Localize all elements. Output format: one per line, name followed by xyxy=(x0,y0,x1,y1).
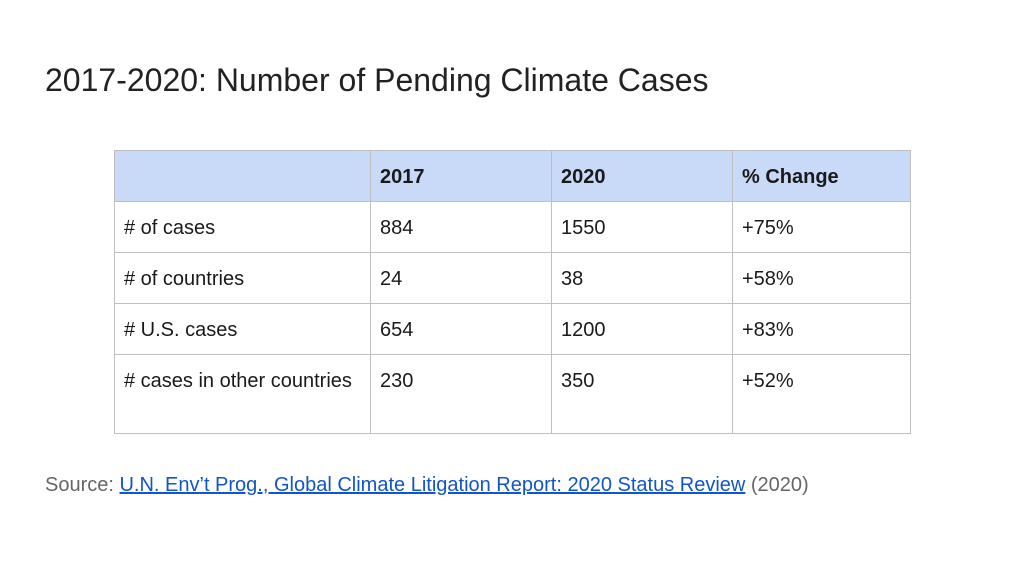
header-cell-2017: 2017 xyxy=(370,150,552,202)
table-header-row: 2017 2020 % Change xyxy=(114,150,911,202)
cell-2020: 38 xyxy=(551,252,733,304)
cell-percent-change: +75% xyxy=(732,201,911,253)
row-label: # cases in other countries xyxy=(114,354,371,434)
cell-2020: 1200 xyxy=(551,303,733,355)
cases-table: 2017 2020 % Change # of cases 884 1550 +… xyxy=(114,150,911,434)
cell-2020: 350 xyxy=(551,354,733,434)
row-label: # of countries xyxy=(114,252,371,304)
source-prefix: Source: xyxy=(45,474,120,496)
cell-2017: 230 xyxy=(370,354,552,434)
row-label: # of cases xyxy=(114,201,371,253)
header-cell-2020: 2020 xyxy=(551,150,733,202)
header-cell-label xyxy=(114,150,371,202)
header-cell-percent-change: % Change xyxy=(732,150,911,202)
table-row: # of countries 24 38 +58% xyxy=(114,252,911,304)
cell-2017: 654 xyxy=(370,303,552,355)
table-row: # of cases 884 1550 +75% xyxy=(114,201,911,253)
cell-2020: 1550 xyxy=(551,201,733,253)
source-suffix: (2020) xyxy=(745,474,809,496)
cell-percent-change: +83% xyxy=(732,303,911,355)
table-row: # U.S. cases 654 1200 +83% xyxy=(114,303,911,355)
table-row: # cases in other countries 230 350 +52% xyxy=(114,354,911,434)
cell-2017: 24 xyxy=(370,252,552,304)
source-citation: Source: U.N. Env’t Prog., Global Climate… xyxy=(45,474,809,497)
row-label: # U.S. cases xyxy=(114,303,371,355)
cell-percent-change: +52% xyxy=(732,354,911,434)
source-link[interactable]: U.N. Env’t Prog., Global Climate Litigat… xyxy=(119,474,746,496)
slide-title: 2017-2020: Number of Pending Climate Cas… xyxy=(45,62,709,98)
cell-2017: 884 xyxy=(370,201,552,253)
cell-percent-change: +58% xyxy=(732,252,911,304)
